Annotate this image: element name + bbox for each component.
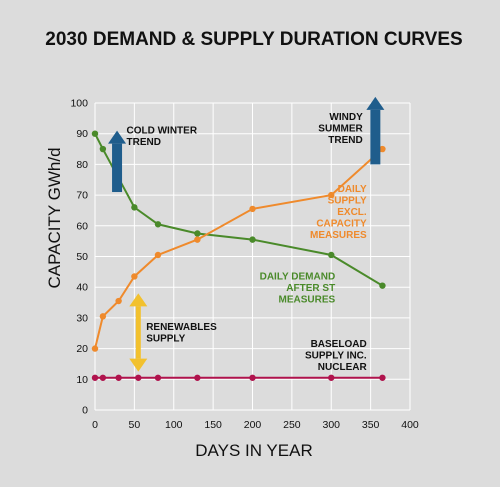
chart-title: 2030 DEMAND & SUPPLY DURATION CURVES — [45, 29, 462, 50]
y-tick-label: 30 — [76, 312, 88, 324]
data-point — [99, 145, 107, 153]
x-tick-label: 50 — [129, 419, 141, 431]
data-point — [154, 221, 162, 228]
data-point — [91, 130, 99, 137]
data-point — [249, 205, 256, 213]
y-tick-label: 60 — [76, 220, 88, 232]
data-point — [328, 191, 335, 199]
chart-annotations: COLD WINTER TREND WINDY SUMMER TREND DAILY SUP… — [127, 112, 368, 373]
data-point — [99, 374, 107, 381]
y-tick-label: 20 — [76, 343, 88, 355]
data-point — [249, 236, 256, 243]
y-tick-label: 40 — [76, 282, 88, 294]
data-point — [194, 374, 201, 381]
annotation-4: RENEWABLES SUPPLY — [146, 322, 217, 345]
y-tick-label: 0 — [82, 405, 88, 417]
annotation-3: DAILY DEMAND AFTER ST MEASURES — [260, 272, 336, 306]
data-point — [379, 145, 386, 153]
annotation-2: DAILY SUPPLY EXCL. CAPACITY MEASURES — [310, 184, 367, 241]
y-axis-label: CAPACITY GWh/d — [45, 147, 64, 288]
renewables-supply-arrow — [129, 293, 148, 372]
data-point — [379, 374, 386, 381]
y-tick-label: 90 — [76, 128, 88, 140]
data-point — [115, 374, 122, 381]
data-point — [131, 204, 138, 211]
series-line-0 — [94, 133, 383, 287]
data-point — [99, 313, 107, 320]
data-point — [328, 374, 335, 381]
y-tick-label: 70 — [76, 190, 88, 202]
data-point — [135, 374, 142, 381]
chart-ticks: 0 10 20 30 40 50 60 70 80 90 100 0 50 100 150 200 250 300… — [70, 98, 418, 432]
x-tick-label: 0 — [92, 419, 98, 431]
x-tick-label: 150 — [204, 419, 222, 431]
x-tick-label: 400 — [401, 419, 419, 431]
data-point — [249, 374, 256, 381]
data-point — [154, 374, 162, 381]
data-point — [154, 251, 162, 259]
chart-arrows — [108, 96, 385, 372]
annotation-5: BASELOAD SUPPLY INC. NUCLEAR — [305, 339, 367, 373]
y-tick-label: 100 — [70, 98, 88, 110]
x-tick-label: 350 — [362, 419, 380, 431]
data-point — [131, 273, 138, 280]
data-point — [115, 297, 122, 305]
x-tick-label: 200 — [244, 419, 262, 431]
cold-winter-trend-arrow — [108, 130, 127, 193]
x-tick-label: 250 — [283, 419, 301, 431]
data-point — [91, 345, 99, 352]
data-point — [91, 374, 99, 381]
annotation-1: WINDY SUMMER TREND — [318, 112, 363, 146]
x-axis-label: DAYS IN YEAR — [195, 441, 312, 460]
windy-summer-trend-arrow — [366, 96, 385, 165]
y-tick-label: 10 — [76, 374, 88, 386]
y-tick-label: 80 — [76, 159, 88, 171]
x-tick-label: 100 — [165, 419, 183, 431]
data-point — [194, 236, 201, 243]
data-point — [328, 251, 335, 259]
data-point — [379, 282, 386, 289]
y-tick-label: 50 — [76, 251, 88, 263]
annotation-0: COLD WINTER TREND — [127, 126, 198, 149]
chart-series — [91, 130, 386, 381]
data-point — [194, 230, 201, 237]
x-tick-label: 300 — [322, 419, 340, 431]
